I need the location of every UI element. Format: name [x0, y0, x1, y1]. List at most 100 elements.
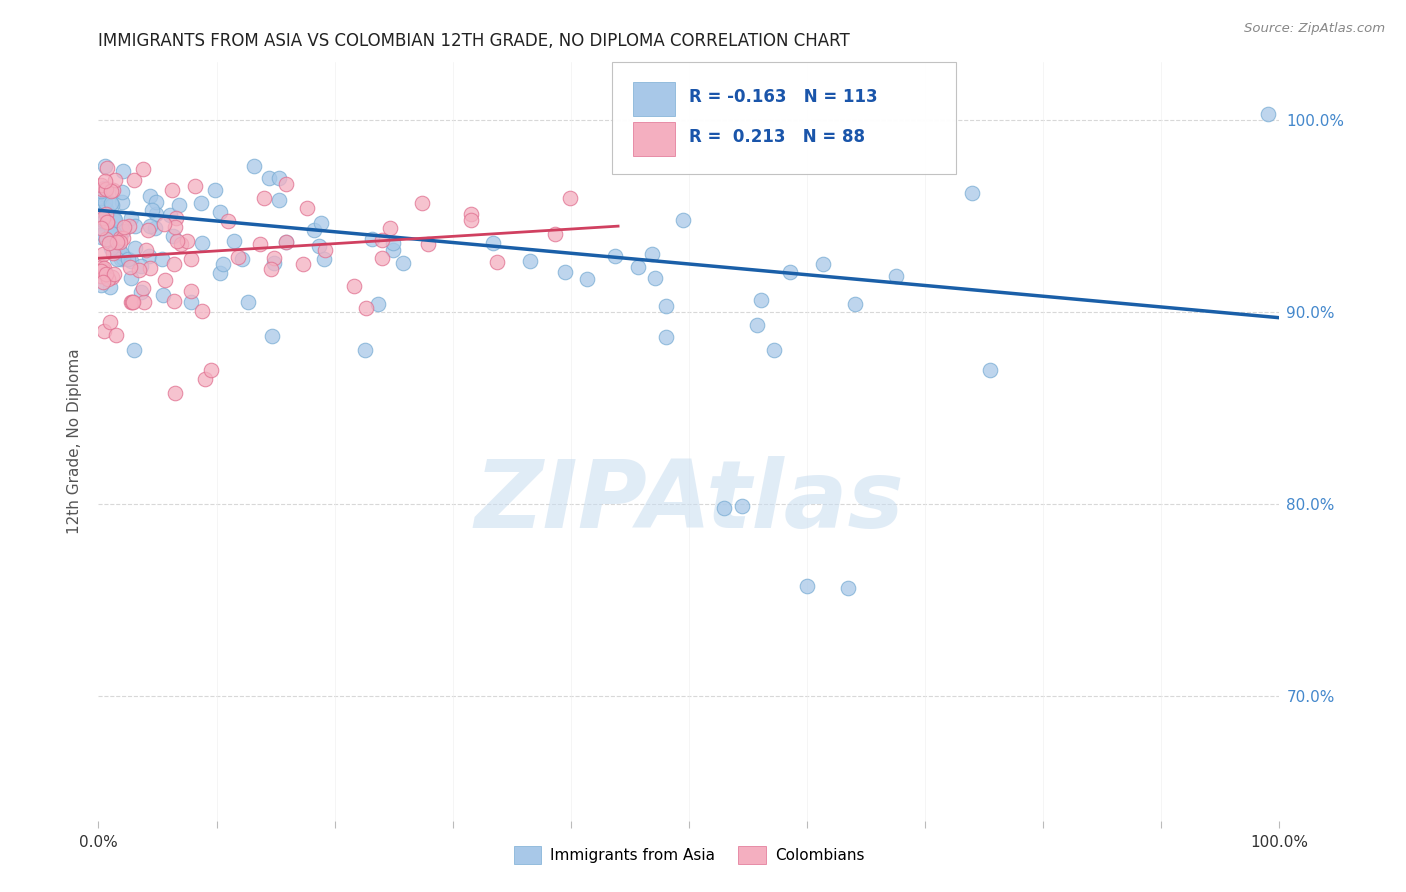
Point	[100, 196, 122, 211]
Point	[153, 273, 176, 287]
Point	[90, 215, 112, 229]
Point	[143, 221, 166, 235]
Point	[274, 235, 297, 249]
Point	[132, 295, 155, 310]
Point	[354, 343, 377, 358]
Point	[129, 285, 152, 299]
Point	[94, 207, 117, 221]
Point	[94, 159, 117, 173]
Point	[391, 256, 413, 270]
Point	[260, 261, 283, 276]
Text: Source: ZipAtlas.com: Source: ZipAtlas.com	[1244, 22, 1385, 36]
Point	[180, 294, 202, 309]
Point	[302, 223, 325, 237]
Point	[184, 179, 207, 194]
Point	[224, 234, 246, 248]
Point	[135, 243, 157, 257]
Point	[979, 362, 1001, 376]
Point	[93, 186, 115, 201]
Point	[274, 235, 297, 249]
Point	[263, 251, 285, 265]
Point	[96, 182, 118, 196]
Point	[165, 211, 187, 226]
Point	[120, 271, 142, 285]
Point	[180, 285, 202, 299]
Point	[1257, 107, 1279, 121]
Point	[122, 173, 145, 187]
Point	[100, 185, 122, 199]
Point	[153, 217, 176, 231]
Point	[117, 252, 139, 267]
Point	[370, 251, 392, 265]
Point	[138, 249, 160, 263]
Point	[160, 183, 183, 197]
Point	[371, 233, 394, 247]
Point	[91, 227, 114, 242]
Point	[180, 252, 202, 266]
Point	[93, 174, 115, 188]
Point	[91, 202, 114, 216]
Point	[132, 281, 155, 295]
Point	[253, 191, 276, 205]
Point	[105, 222, 128, 236]
Point	[108, 235, 131, 250]
Point	[176, 234, 198, 248]
Point	[105, 243, 128, 257]
Point	[90, 184, 112, 198]
Point	[97, 272, 120, 286]
Point	[111, 224, 134, 238]
Point	[104, 213, 127, 227]
Point	[291, 257, 314, 271]
Point	[713, 500, 735, 515]
Point	[162, 229, 184, 244]
Point	[263, 256, 285, 270]
Point	[101, 211, 124, 226]
Point	[603, 249, 626, 263]
Point	[486, 255, 509, 269]
Point	[378, 220, 401, 235]
Point	[640, 247, 662, 261]
Point	[844, 297, 866, 311]
Point	[90, 221, 112, 235]
Point	[163, 294, 186, 309]
Point	[111, 186, 134, 200]
Point	[519, 254, 541, 268]
Point	[101, 223, 124, 237]
Point	[90, 260, 112, 275]
Point	[297, 201, 319, 215]
Point	[381, 235, 404, 250]
Point	[209, 204, 232, 219]
Point	[382, 243, 405, 257]
Legend: Immigrants from Asia, Colombians: Immigrants from Asia, Colombians	[508, 840, 870, 870]
Point	[91, 275, 114, 289]
Point	[460, 213, 482, 227]
Point	[107, 241, 129, 255]
Point	[751, 293, 773, 307]
Point	[94, 267, 117, 281]
Point	[308, 238, 330, 252]
Point	[139, 189, 162, 203]
Point	[194, 372, 217, 386]
Point	[217, 214, 239, 228]
Point	[269, 170, 291, 185]
Text: ZIPAtlas: ZIPAtlas	[474, 456, 904, 549]
Point	[112, 220, 135, 235]
Point	[200, 362, 222, 376]
Point	[96, 202, 118, 217]
Point	[128, 263, 150, 277]
Point	[90, 178, 112, 193]
Point	[94, 232, 117, 246]
Point	[779, 264, 801, 278]
Point	[166, 234, 188, 248]
Point	[91, 246, 114, 260]
Point	[120, 211, 142, 226]
Text: R = -0.163   N = 113: R = -0.163 N = 113	[689, 88, 877, 106]
Point	[145, 206, 167, 220]
Point	[105, 328, 128, 343]
Point	[762, 343, 785, 358]
Point	[236, 294, 259, 309]
Point	[416, 236, 439, 251]
Point	[121, 295, 143, 310]
Point	[165, 385, 187, 400]
Point	[90, 191, 112, 205]
